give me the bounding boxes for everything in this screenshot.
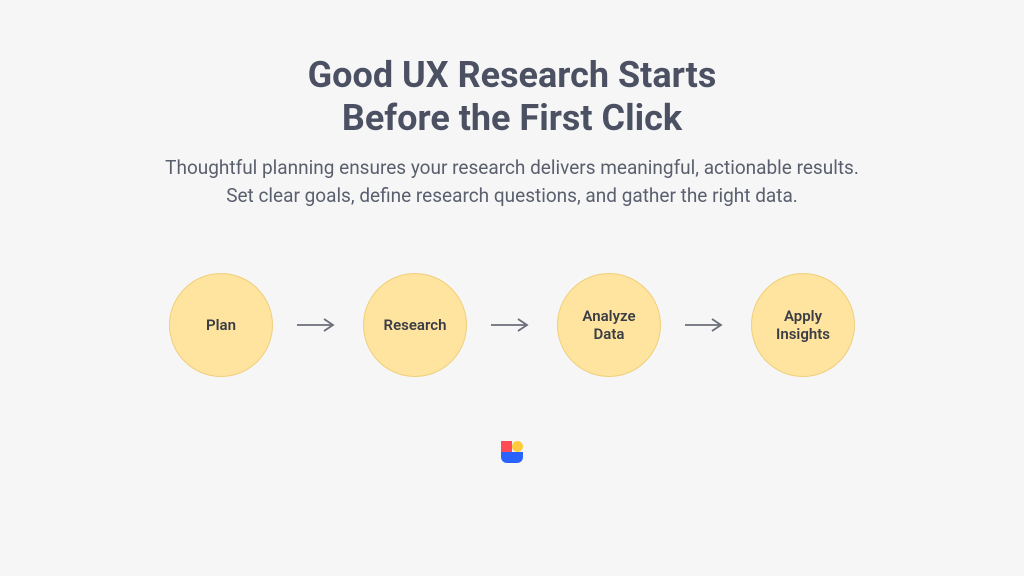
title-line-1: Good UX Research Starts (308, 54, 717, 96)
page-title: Good UX Research Starts Before the First… (308, 54, 717, 140)
arrow-icon (489, 315, 535, 335)
title-line-2: Before the First Click (342, 97, 682, 139)
step-label: Analyze Data (566, 307, 652, 343)
step-label: Plan (206, 316, 236, 334)
step-apply-insights: Apply Insights (751, 273, 855, 377)
brand-logo-icon (497, 437, 527, 471)
arrow-icon (295, 315, 341, 335)
arrow-icon (683, 315, 729, 335)
step-research: Research (363, 273, 467, 377)
step-plan: Plan (169, 273, 273, 377)
page-subtitle: Thoughtful planning ensures your researc… (152, 154, 872, 209)
process-flow: Plan Research Analyze Data Apply Insight… (169, 273, 855, 377)
step-label: Apply Insights (760, 307, 846, 343)
step-label: Research (384, 316, 447, 334)
step-analyze-data: Analyze Data (557, 273, 661, 377)
